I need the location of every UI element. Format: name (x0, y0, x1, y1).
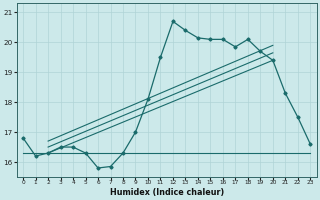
X-axis label: Humidex (Indice chaleur): Humidex (Indice chaleur) (109, 188, 224, 197)
